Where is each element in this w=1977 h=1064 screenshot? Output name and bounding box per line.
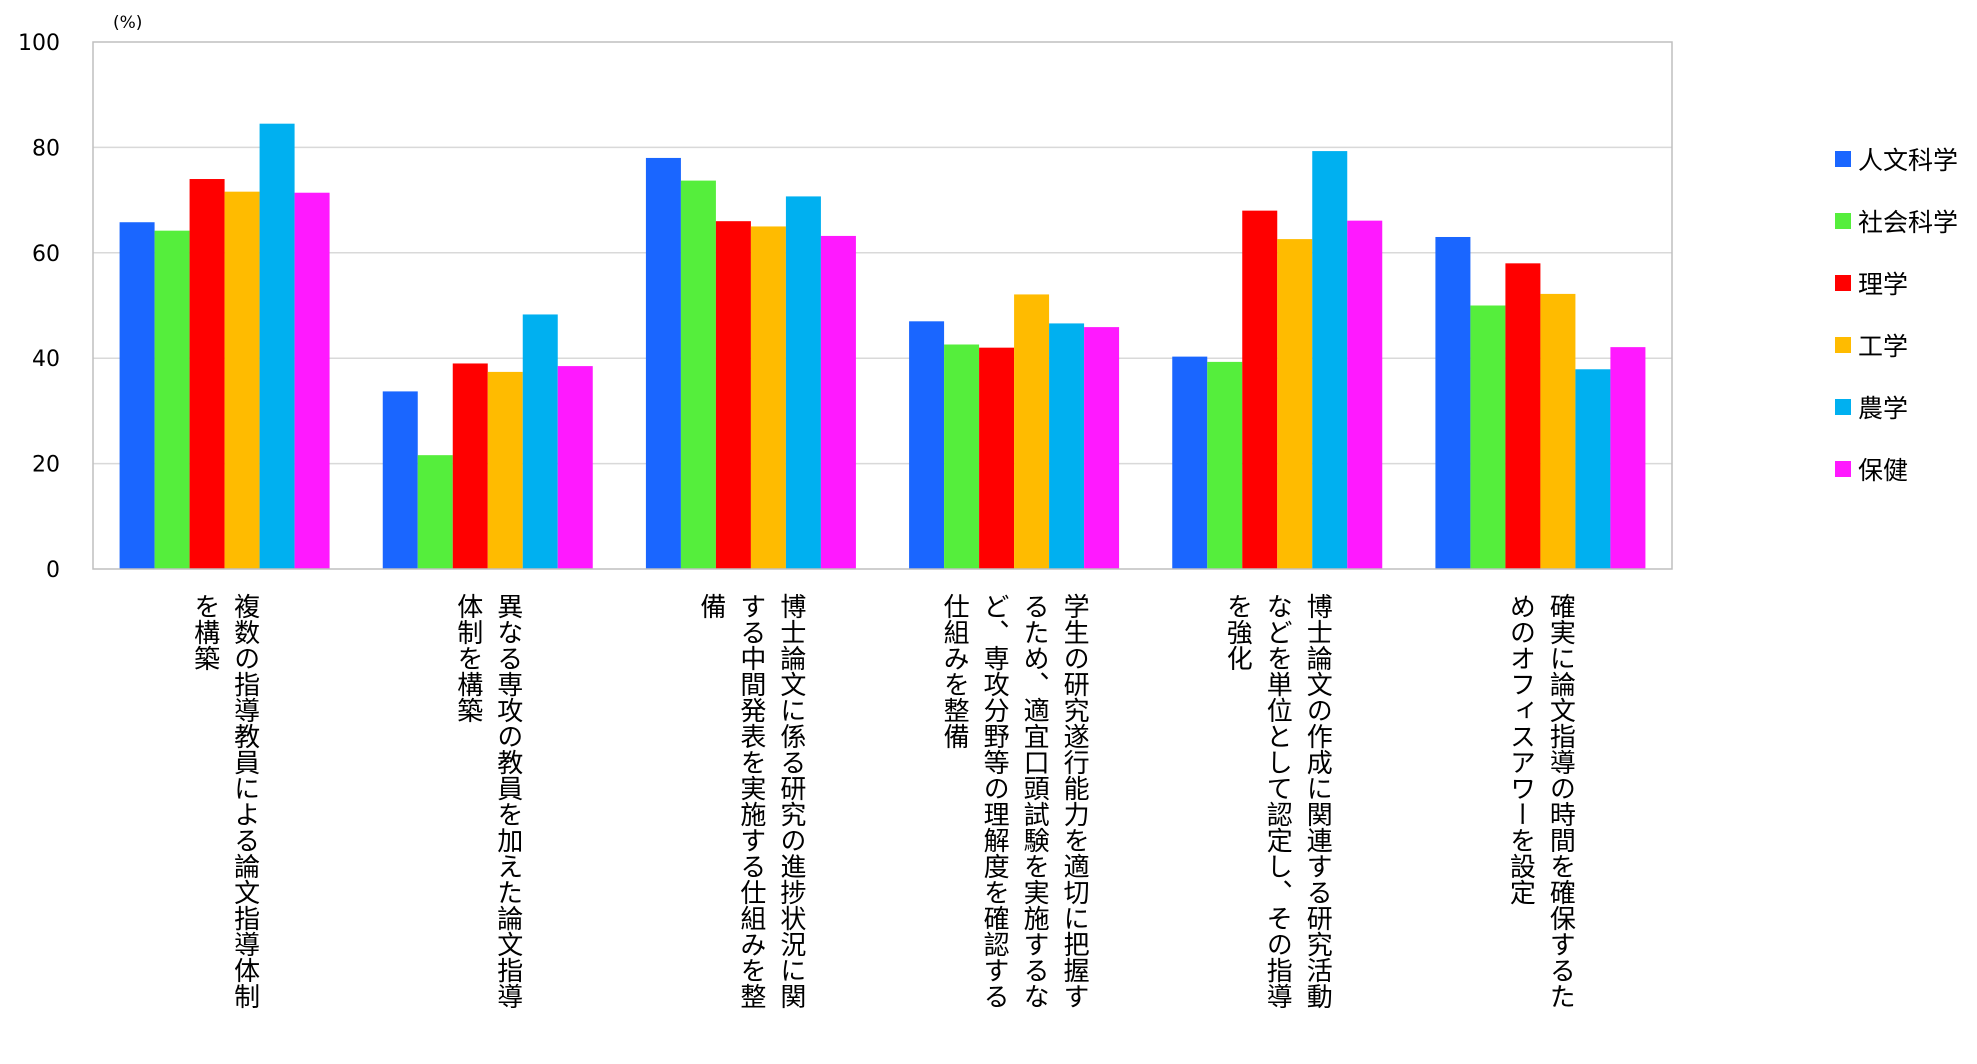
unit-label: (%) bbox=[113, 13, 142, 33]
legend-label: 社会科学 bbox=[1858, 208, 1958, 237]
bar-工学-5 bbox=[1277, 239, 1313, 569]
category-label: を強化 bbox=[1222, 593, 1252, 671]
bar-人文科学-5 bbox=[1172, 356, 1208, 569]
bar-保健-6 bbox=[1610, 347, 1646, 569]
category-label: 異なる専攻の教員を加えた論文指導 bbox=[493, 593, 523, 1009]
bar-工学-2 bbox=[487, 371, 523, 569]
category-label: する中間発表を実施する仕組みを整 bbox=[736, 593, 766, 1009]
y-tick-label: 40 bbox=[32, 347, 60, 372]
bar-保健-3 bbox=[820, 235, 856, 569]
gridlines bbox=[93, 146, 1672, 465]
bar-保健-4 bbox=[1084, 327, 1120, 569]
legend-swatch bbox=[1835, 461, 1851, 477]
bar-農学-6 bbox=[1575, 369, 1611, 569]
bar-理学-6 bbox=[1505, 263, 1541, 569]
bar-社会科学-4 bbox=[944, 344, 980, 569]
bar-人文科学-4 bbox=[909, 321, 945, 569]
bars bbox=[119, 123, 1646, 570]
category-label: 博士論文の作成に関連する研究活動 bbox=[1302, 593, 1332, 1009]
plot-area bbox=[92, 41, 1673, 570]
bar-人文科学-1 bbox=[119, 222, 155, 569]
y-axis-ticks: 0 20 40 60 80 100 bbox=[18, 31, 60, 583]
category-label: 学生の研究遂行能力を適切に把握す bbox=[1059, 593, 1089, 1009]
legend-swatch bbox=[1835, 399, 1851, 415]
legend-label: 人文科学 bbox=[1858, 146, 1958, 175]
bar-農学-2 bbox=[522, 314, 558, 569]
category-label: 複数の指導教員による論文指導体制 bbox=[230, 593, 260, 1009]
bar-保健-2 bbox=[557, 366, 593, 569]
y-tick-label: 0 bbox=[46, 558, 60, 583]
bar-人文科学-6 bbox=[1435, 236, 1471, 570]
bar-社会科学-6 bbox=[1470, 305, 1506, 569]
legend-label: 工学 bbox=[1858, 332, 1908, 361]
category-label: 備 bbox=[696, 593, 726, 619]
legend-swatch bbox=[1835, 337, 1851, 353]
bar-農学-5 bbox=[1312, 151, 1348, 570]
bar-農学-1 bbox=[259, 123, 295, 569]
y-tick-label: 20 bbox=[32, 453, 60, 478]
bar-農学-4 bbox=[1049, 323, 1085, 569]
bar-社会科学-2 bbox=[417, 455, 453, 569]
bar-人文科学-2 bbox=[382, 391, 418, 569]
y-tick-label: 100 bbox=[18, 31, 60, 56]
bar-理学-2 bbox=[452, 363, 488, 569]
legend-label: 理学 bbox=[1858, 270, 1908, 299]
bar-社会科学-3 bbox=[680, 180, 716, 569]
bar-保健-1 bbox=[294, 192, 330, 570]
legend-label: 保健 bbox=[1858, 456, 1908, 485]
category-label: 博士論文に係る研究の進捗状況に関 bbox=[776, 593, 806, 1009]
category-label: めのオフィスアワーを設定 bbox=[1505, 593, 1535, 905]
category-label: 体制を構築 bbox=[453, 593, 483, 723]
legend-swatch bbox=[1835, 151, 1851, 167]
bar-保健-5 bbox=[1347, 220, 1383, 569]
y-tick-label: 80 bbox=[32, 136, 60, 161]
category-label: 確実に論文指導の時間を確保するた bbox=[1545, 593, 1575, 1009]
category-label: 仕組みを整備 bbox=[939, 593, 969, 749]
bar-農学-3 bbox=[785, 196, 821, 569]
category-label: ど、専攻分野等の理解度を確認する bbox=[979, 593, 1009, 1009]
legend-swatch bbox=[1835, 213, 1851, 229]
bar-理学-5 bbox=[1242, 210, 1278, 569]
bar-社会科学-1 bbox=[154, 230, 190, 569]
category-label: などを単位として認定し、その指導 bbox=[1262, 593, 1292, 1009]
bar-理学-1 bbox=[189, 179, 225, 569]
bar-人文科学-3 bbox=[645, 157, 681, 569]
legend-label: 農学 bbox=[1858, 394, 1908, 423]
legend-swatch bbox=[1835, 275, 1851, 291]
bar-理学-4 bbox=[979, 347, 1015, 569]
bar-社会科学-5 bbox=[1207, 361, 1243, 569]
bar-工学-6 bbox=[1540, 293, 1576, 569]
bar-工学-1 bbox=[224, 191, 260, 569]
bar-工学-4 bbox=[1014, 294, 1050, 569]
y-tick-label: 60 bbox=[32, 242, 60, 267]
category-label: を構築 bbox=[190, 593, 220, 671]
bar-理学-3 bbox=[715, 221, 751, 569]
category-label: るため、適宜口頭試験を実施するな bbox=[1019, 593, 1049, 1009]
bar-工学-3 bbox=[750, 226, 786, 569]
